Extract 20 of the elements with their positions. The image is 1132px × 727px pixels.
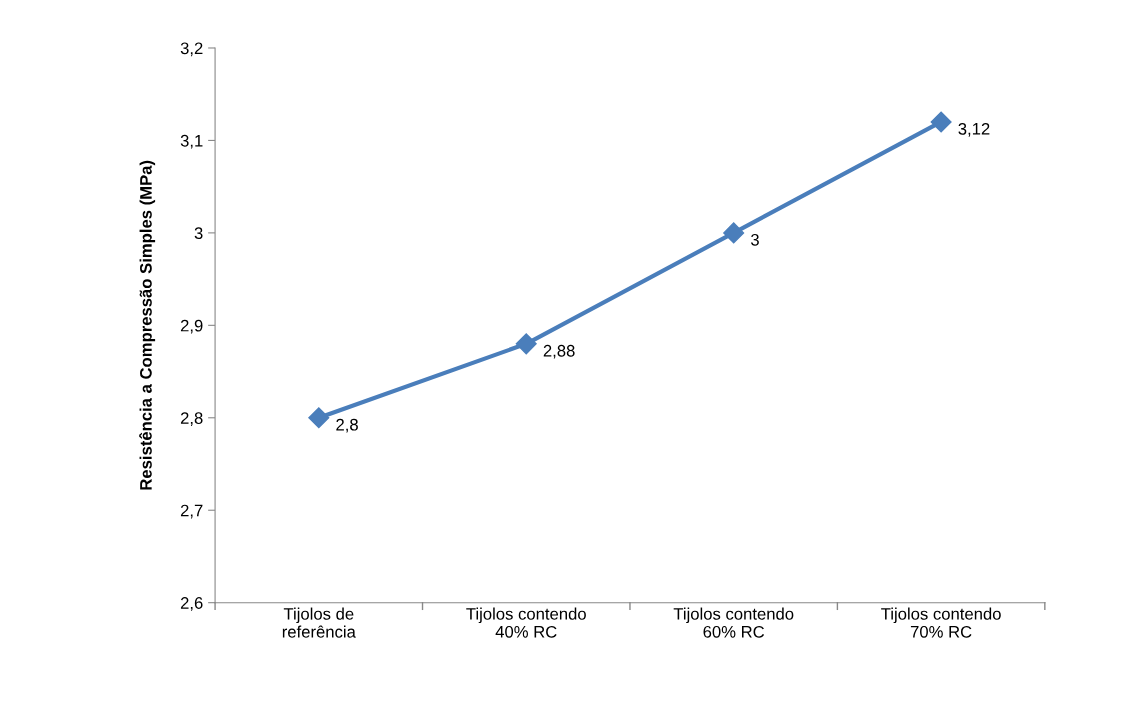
point (515, 333, 537, 355)
y-tick-label: 2,7 (180, 504, 203, 519)
y-tick-label: 2,9 (180, 319, 203, 334)
x-tick-label: Tijolos contendo 70% RC (881, 607, 1001, 638)
point (930, 111, 952, 133)
y-tick-label: 3,1 (180, 134, 203, 149)
point (723, 222, 745, 244)
point (308, 407, 330, 429)
y-tick-label: 2,8 (180, 412, 203, 426)
data-label: 3,12 (958, 122, 990, 137)
y-tick-label: 2,6 (180, 597, 203, 611)
data-label: 2,88 (543, 344, 575, 359)
x-tick-label: Tijolos contendo 60% RC (673, 607, 794, 638)
y-tick-label: 3,2 (180, 42, 203, 57)
data-label: 2,8 (336, 418, 358, 433)
data-label: 3 (750, 233, 759, 246)
x-tick-label: Tijolos de referência (282, 607, 356, 638)
y-tick-label: 3 (194, 227, 203, 240)
x-tick-label: Tijolos contendo 40% RC (466, 607, 586, 638)
y-axis-title: Resistência a Compressão Simples (MPa) (139, 160, 156, 490)
